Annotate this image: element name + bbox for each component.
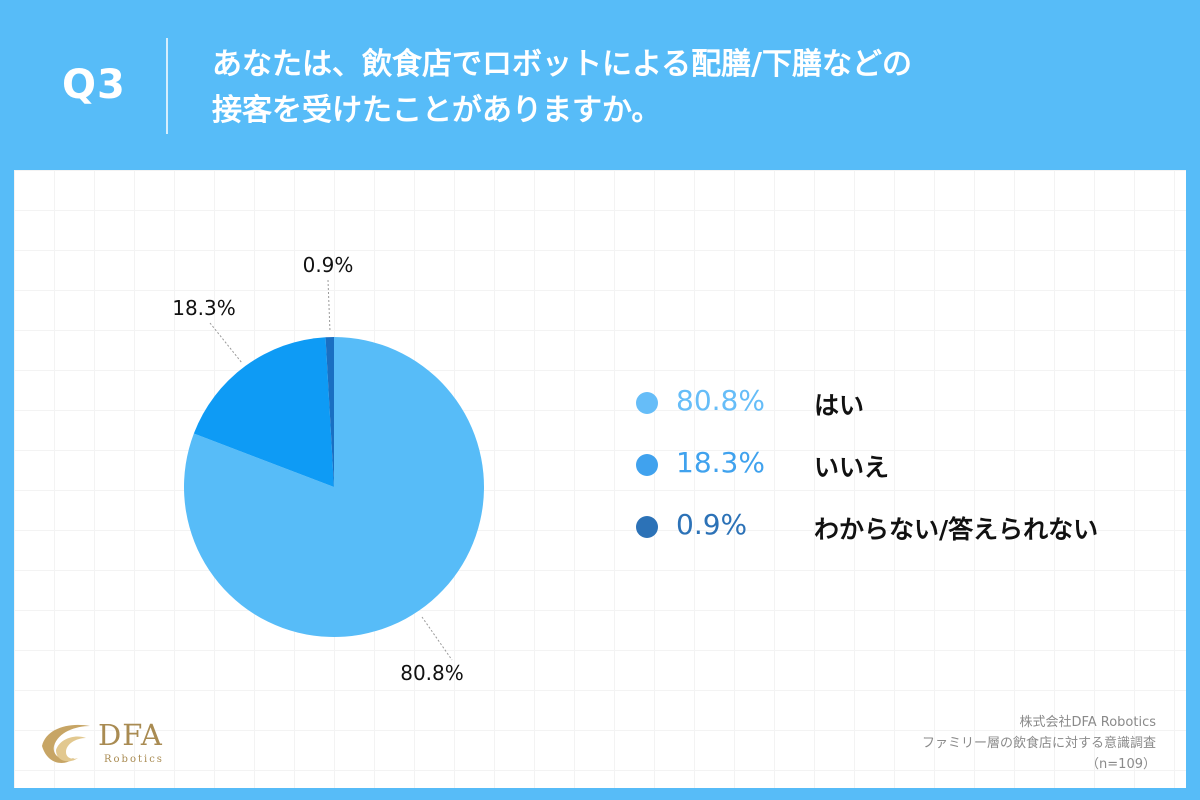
pie-leader-no (209, 322, 243, 364)
legend: 80.8% はい 18.3% いいえ 0.9% わからない/答えられない (636, 384, 1176, 570)
header-divider (166, 38, 168, 134)
source-company: 株式会社DFA Robotics (1019, 715, 1156, 730)
question-line-2: 接客を受けたことがありますか。 (212, 93, 662, 128)
pie-slice-unknown (325, 337, 334, 487)
legend-pct-yes: 80.8% (676, 384, 765, 417)
dfa-logo: DFA Robotics (36, 716, 206, 776)
pie-leader-yes (421, 616, 453, 661)
legend-dot-yes (636, 392, 658, 414)
legend-dot-unknown (636, 516, 658, 538)
legend-label-no: いいえ (814, 453, 890, 482)
chart-panel: 80.8% 18.3% 0.9% 80.8% はい 18.3% いいえ 0.9% わ… (14, 170, 1186, 788)
logo-subtitle: Robotics (104, 754, 164, 765)
legend-item-yes: 80.8% はい (636, 384, 1176, 446)
source-sample-size: （n=109） (1086, 757, 1156, 772)
source-note: 株式会社DFA Robotics ファミリー層の飲食店に対する意識調査 （n=1… (922, 712, 1156, 775)
legend-label-unknown: わからない/答えられない (814, 515, 1099, 544)
logo-name: DFA (98, 718, 163, 752)
pie-label-unknown: 0.9% (303, 253, 354, 277)
pie-label-yes: 80.8% (400, 661, 464, 685)
legend-dot-no (636, 454, 658, 476)
pie-leader-unknown (327, 279, 331, 333)
dfa-logo-mark-icon (42, 724, 90, 763)
legend-pct-unknown: 0.9% (676, 508, 748, 541)
legend-pct-no: 18.3% (676, 446, 765, 479)
pie-slice-no (193, 337, 334, 487)
legend-item-no: 18.3% いいえ (636, 446, 1176, 508)
question-line-1: あなたは、飲食店でロボットによる配膳/下膳などの (212, 47, 913, 82)
legend-label-yes: はい (814, 391, 865, 420)
source-survey: ファミリー層の飲食店に対する意識調査 (921, 736, 1156, 751)
legend-item-unknown: 0.9% わからない/答えられない (636, 508, 1176, 570)
question-number: Q3 (62, 62, 126, 108)
pie-chart: 80.8% 18.3% 0.9% (172, 253, 485, 685)
pie-label-no: 18.3% (172, 296, 236, 320)
header: Q3 あなたは、飲食店でロボットによる配膳/下膳などの 接客を受けたことがありま… (0, 0, 1200, 170)
question-title: あなたは、飲食店でロボットによる配膳/下膳などの 接客を受けたことがありますか。 (212, 42, 1172, 134)
